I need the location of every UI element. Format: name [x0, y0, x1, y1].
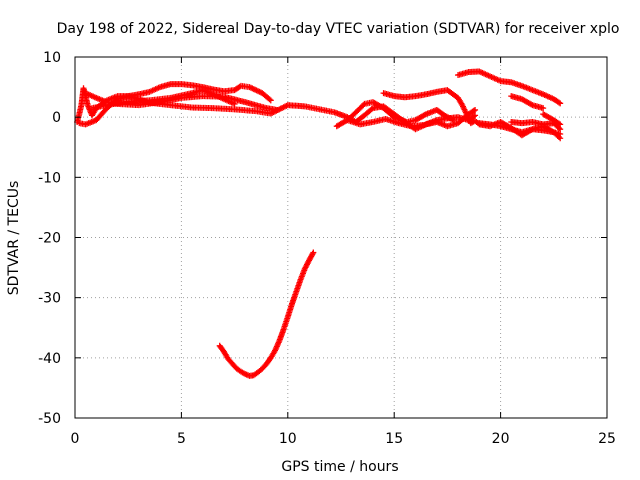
data-point: [555, 99, 562, 106]
data-point: [540, 105, 547, 112]
series-track-f: [344, 112, 479, 130]
x-tick-label: 10: [279, 431, 297, 447]
data-point: [368, 106, 375, 113]
series-track-h: [455, 68, 564, 107]
x-tick-label: 15: [385, 431, 403, 447]
ticks: 0 5 10 15 20 25 -50 -40 -30 -20 -10 0 10: [38, 50, 616, 447]
x-axis-title: GPS time / hours: [281, 459, 398, 475]
data-point: [472, 106, 479, 113]
y-tick-label: -20: [38, 231, 61, 247]
data-point: [231, 100, 238, 107]
chart-title: Day 198 of 2022, Sidereal Day-to-day VTE…: [57, 21, 620, 37]
series-track-l: [540, 111, 564, 128]
x-tick-label: 25: [598, 431, 616, 447]
x-tick-label: 5: [177, 431, 186, 447]
series-track-i: [476, 120, 564, 138]
data-point: [557, 100, 564, 107]
x-tick-label: 20: [492, 431, 510, 447]
data-point: [472, 112, 479, 119]
data-point: [557, 121, 564, 128]
x-tick-label: 0: [71, 431, 80, 447]
data-point: [267, 97, 274, 104]
series-track-c: [89, 87, 238, 112]
y-axis-title: SDTVAR / TECUs: [6, 181, 22, 296]
data-point: [555, 120, 562, 127]
grid: [75, 57, 607, 418]
data-point: [266, 96, 273, 103]
data-point: [309, 250, 316, 257]
y-tick-label: -50: [38, 411, 61, 427]
data-point: [470, 113, 477, 120]
y-tick-label: -30: [38, 291, 61, 307]
data-point: [470, 107, 477, 114]
series-track-k: [508, 93, 547, 112]
y-tick-label: 10: [43, 50, 61, 66]
data-layer: [74, 68, 564, 379]
series-track-m: [216, 249, 317, 379]
data-point: [528, 101, 535, 108]
y-tick-label: -10: [38, 170, 61, 186]
y-tick-label: -40: [38, 351, 61, 367]
data-point: [310, 249, 317, 256]
y-tick-label: 0: [52, 110, 61, 126]
